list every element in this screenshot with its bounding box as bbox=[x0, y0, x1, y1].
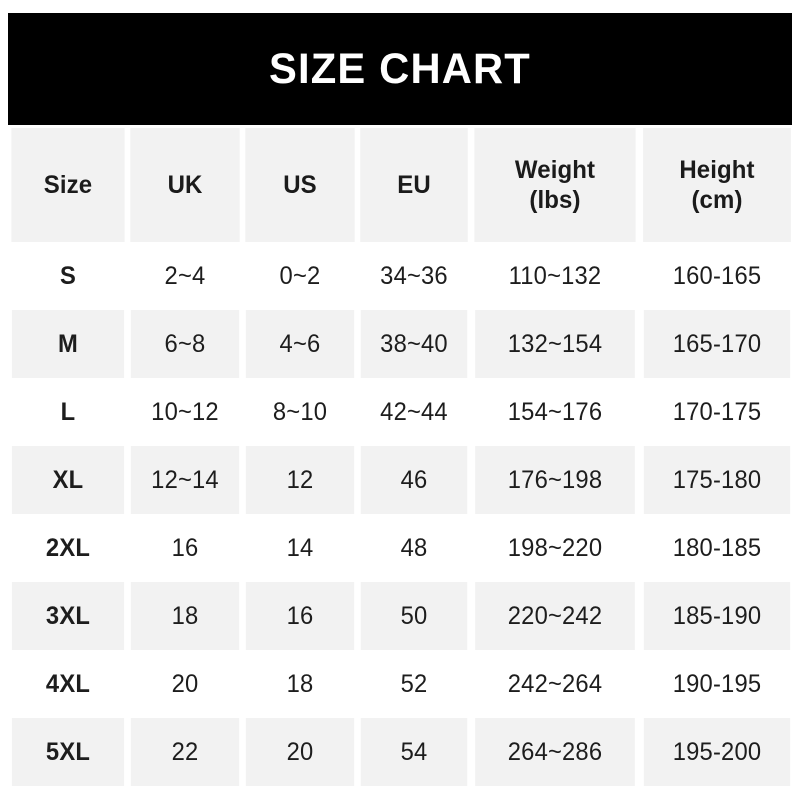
column-header-weight-line2: (lbs) bbox=[529, 186, 581, 214]
cell-height: 175-180 bbox=[643, 446, 791, 514]
cell-height: 170-175 bbox=[643, 378, 791, 446]
cell-weight: 220~242 bbox=[475, 582, 635, 650]
cell-height: 160-165 bbox=[643, 242, 791, 310]
cell-uk: 10~12 bbox=[130, 378, 240, 446]
cell-weight: 110~132 bbox=[475, 242, 635, 310]
cell-us: 20 bbox=[245, 718, 355, 786]
cell-weight: 198~220 bbox=[475, 514, 635, 582]
cell-height: 165-170 bbox=[643, 310, 791, 378]
cell-height: 195-200 bbox=[643, 718, 791, 786]
cell-eu: 38~40 bbox=[360, 310, 468, 378]
cell-us: 8~10 bbox=[245, 378, 355, 446]
column-header-size: Size bbox=[11, 128, 125, 242]
cell-us: 18 bbox=[245, 650, 355, 718]
cell-weight: 132~154 bbox=[475, 310, 635, 378]
cell-uk: 6~8 bbox=[130, 310, 240, 378]
cell-height: 180-185 bbox=[643, 514, 791, 582]
column-header-weight: Weight (lbs) bbox=[474, 128, 636, 242]
cell-uk: 20 bbox=[130, 650, 240, 718]
cell-size: 5XL bbox=[11, 718, 125, 786]
cell-weight: 154~176 bbox=[475, 378, 635, 446]
cell-size: L bbox=[11, 378, 125, 446]
cell-uk: 22 bbox=[130, 718, 240, 786]
cell-uk: 12~14 bbox=[130, 446, 240, 514]
cell-height: 185-190 bbox=[643, 582, 791, 650]
cell-eu: 34~36 bbox=[360, 242, 468, 310]
cell-weight: 242~264 bbox=[475, 650, 635, 718]
column-header-uk: UK bbox=[130, 128, 240, 242]
table-row: L 10~12 8~10 42~44 154~176 170-175 bbox=[9, 378, 794, 446]
cell-us: 14 bbox=[245, 514, 355, 582]
cell-size: 4XL bbox=[11, 650, 125, 718]
column-header-height-line1: Height bbox=[679, 155, 755, 184]
cell-us: 16 bbox=[245, 582, 355, 650]
cell-eu: 42~44 bbox=[360, 378, 468, 446]
header-row: Size UK US EU Weight (lbs) Height (cm) bbox=[9, 128, 794, 242]
page-title: SIZE CHART bbox=[269, 44, 531, 93]
column-header-eu: EU bbox=[360, 128, 468, 242]
cell-uk: 16 bbox=[130, 514, 240, 582]
size-table: Size UK US EU Weight (lbs) Height (cm) S… bbox=[8, 128, 795, 786]
cell-us: 12 bbox=[245, 446, 355, 514]
table-body: S 2~4 0~2 34~36 110~132 160-165 M 6~8 4~6 38~40 13… bbox=[9, 242, 794, 786]
cell-eu: 52 bbox=[360, 650, 468, 718]
cell-eu: 46 bbox=[360, 446, 468, 514]
table-row: 4XL 20 18 52 242~264 190-195 bbox=[9, 650, 794, 718]
cell-us: 4~6 bbox=[245, 310, 355, 378]
cell-eu: 48 bbox=[360, 514, 468, 582]
table-row: M 6~8 4~6 38~40 132~154 165-170 bbox=[9, 310, 794, 378]
cell-size: XL bbox=[11, 446, 125, 514]
cell-eu: 50 bbox=[360, 582, 468, 650]
table-row: 2XL 16 14 48 198~220 180-185 bbox=[9, 514, 794, 582]
title-banner: SIZE CHART bbox=[8, 13, 792, 125]
table-row: XL 12~14 12 46 176~198 175-180 bbox=[9, 446, 794, 514]
cell-height: 190-195 bbox=[643, 650, 791, 718]
cell-uk: 18 bbox=[130, 582, 240, 650]
cell-size: S bbox=[11, 242, 125, 310]
cell-weight: 176~198 bbox=[475, 446, 635, 514]
column-header-weight-line1: Weight bbox=[514, 155, 596, 184]
cell-size: M bbox=[11, 310, 125, 378]
table-row: 5XL 22 20 54 264~286 195-200 bbox=[9, 718, 794, 786]
table-header: Size UK US EU Weight (lbs) Height (cm) bbox=[9, 128, 794, 242]
table-row: 3XL 18 16 50 220~242 185-190 bbox=[9, 582, 794, 650]
cell-size: 2XL bbox=[11, 514, 125, 582]
table-row: S 2~4 0~2 34~36 110~132 160-165 bbox=[9, 242, 794, 310]
size-table-container: Size UK US EU Weight (lbs) Height (cm) S… bbox=[8, 128, 792, 786]
column-header-height-line2: (cm) bbox=[691, 186, 743, 214]
cell-eu: 54 bbox=[360, 718, 468, 786]
cell-size: 3XL bbox=[11, 582, 125, 650]
column-header-height: Height (cm) bbox=[643, 128, 791, 242]
cell-us: 0~2 bbox=[245, 242, 355, 310]
cell-weight: 264~286 bbox=[475, 718, 635, 786]
cell-uk: 2~4 bbox=[130, 242, 240, 310]
column-header-us: US bbox=[245, 128, 355, 242]
